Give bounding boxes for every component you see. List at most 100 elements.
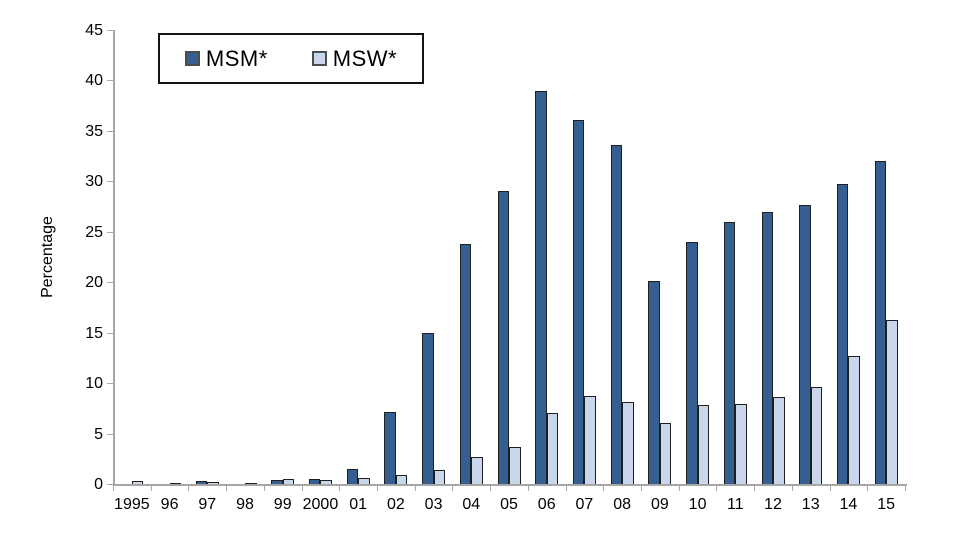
bar-msm-09 [648,281,660,484]
x-tick-mark [188,486,190,491]
legend: MSM* MSW* [158,33,424,84]
bar-msm-13 [799,204,811,484]
bar-msw-98 [245,482,257,484]
x-tick-label: 97 [198,496,217,513]
x-tick-label: 2000 [302,496,339,513]
x-tick-label: 15 [877,496,896,513]
x-tick-label: 98 [236,496,254,513]
bar-msw-12 [773,397,785,484]
y-tick-label: 35 [85,122,103,140]
x-tick-label: 14 [839,496,858,513]
y-tick-mark [107,231,113,233]
y-tick-mark [107,181,113,183]
x-tick-mark [829,486,831,491]
x-tick-label: 07 [575,496,594,513]
bar-msm-2000 [308,478,321,484]
bar-msm-02 [384,412,396,484]
x-tick-mark [490,486,492,491]
bar-msw-96 [169,482,182,484]
x-tick-mark [527,486,529,491]
bar-msm-03 [422,332,434,484]
bar-msw-10 [697,405,710,484]
bar-msm-01 [346,468,359,484]
bar-msw-1995 [131,480,144,484]
y-tick-mark [107,80,113,82]
bar-msm-05 [497,191,509,484]
bar-msw-09 [659,423,672,484]
bar-msw-2000 [320,479,332,484]
bar-msw-15 [886,319,898,484]
x-tick-label: 01 [349,496,368,513]
bar-msw-11 [735,404,747,484]
bar-msw-14 [848,355,860,484]
x-tick-mark [113,486,114,491]
bar-msw-08 [622,402,634,484]
bar-msw-07 [584,396,596,484]
bar-msm-06 [535,90,547,484]
bar-msw-03 [433,469,446,484]
x-tick-label: 04 [462,496,481,513]
y-tick-label: 25 [85,223,103,241]
bar-msm-99 [271,479,283,484]
bar-msw-99 [282,479,295,484]
y-tick-mark [107,383,113,385]
legend-label-msm: MSM* [205,45,268,71]
x-tick-label: 11 [726,496,744,513]
x-tick-mark [716,486,718,491]
x-tick-label: 02 [386,496,405,513]
y-tick-mark [107,30,113,31]
x-tick-label: 1995 [114,496,150,513]
x-tick-label: 03 [424,496,443,513]
x-tick-label: 12 [764,496,782,513]
y-tick-label: 15 [85,324,103,342]
y-axis-line [113,30,115,484]
x-tick-mark [414,486,416,491]
x-tick-mark [339,486,341,491]
x-tick-label: 06 [537,496,556,513]
y-tick-label: 40 [85,72,103,90]
x-tick-mark [150,486,152,491]
y-axis-title: Percentage [39,216,56,298]
y-tick-mark [107,130,113,132]
x-tick-mark [263,486,265,491]
x-tick-mark [226,486,228,491]
x-tick-mark [603,486,605,491]
x-tick-mark [867,486,869,491]
y-tick-mark [107,484,113,485]
bar-msw-06 [546,413,559,484]
x-tick-label: 13 [801,496,820,513]
bar-msm-11 [723,221,736,484]
legend-entry-msw: MSW* [311,45,398,72]
bar-msm-10 [686,241,698,484]
x-tick-label: 10 [688,496,707,513]
y-tick-mark [107,332,113,334]
bar-msw-05 [509,446,521,484]
bar-msm-08 [610,145,623,484]
y-tick-mark [107,282,113,284]
x-tick-label: 05 [500,496,518,513]
bar-msw-02 [395,474,408,484]
x-tick-mark [641,486,642,491]
x-tick-mark [905,486,906,491]
bar-msw-97 [207,482,219,484]
x-tick-mark [452,486,454,491]
y-tick-label: 0 [94,476,103,493]
x-tick-label: 99 [273,496,292,513]
y-tick-label: 30 [85,173,103,191]
y-tick-label: 10 [85,375,103,393]
msm-swatch-icon [184,51,200,66]
msw-swatch-icon [311,51,327,66]
bar-msm-14 [836,184,849,484]
legend-label-msw: MSW* [332,45,398,71]
y-tick-mark [107,433,113,435]
bar-msm-07 [572,119,585,484]
x-tick-label: 08 [613,496,632,513]
bar-msm-97 [195,480,208,484]
bar-msw-04 [471,456,483,484]
y-tick-label: 5 [94,425,103,443]
x-tick-mark [791,486,793,491]
x-tick-label: 96 [160,496,179,513]
bar-msw-01 [358,477,370,484]
x-tick-mark [678,486,680,491]
